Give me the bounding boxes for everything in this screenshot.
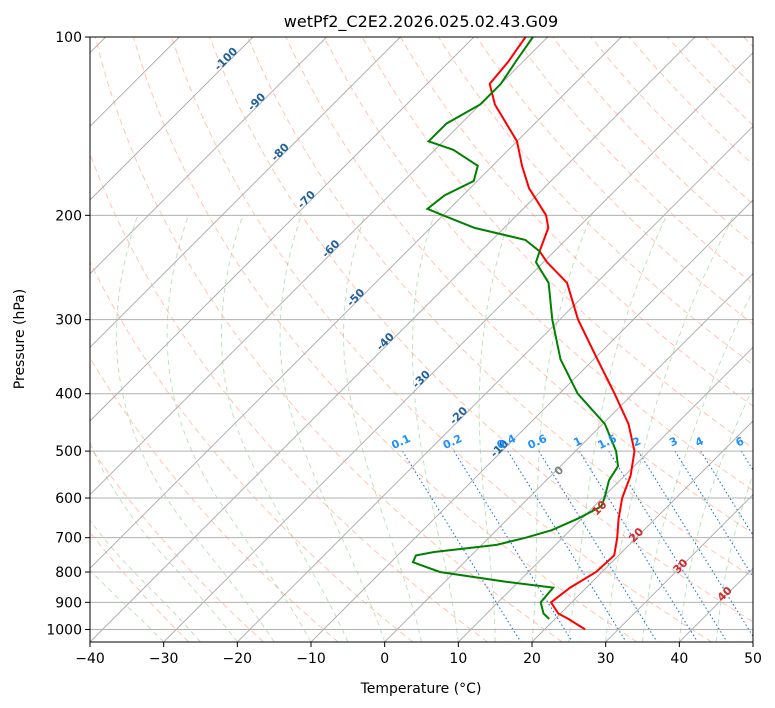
- moist-adiabat-line: [568, 215, 668, 642]
- moist-adiabat-line: [279, 215, 386, 642]
- x-tick-label: −10: [296, 651, 326, 667]
- dry-adiabat-line: [132, 37, 638, 642]
- dry-adiabat-line: [90, 260, 414, 642]
- moist-adiabat-line: [642, 289, 753, 642]
- mixing-ratio-line: [608, 450, 728, 642]
- moist-adiabat-line: [715, 473, 753, 642]
- y-tick-label: 900: [55, 595, 82, 611]
- isotherm-gridline: [90, 37, 696, 642]
- x-tick-label: 30: [597, 651, 615, 667]
- isotherm-gridline: [90, 37, 401, 349]
- x-tick-label: 0: [380, 651, 389, 667]
- y-tick-label: 500: [55, 444, 82, 460]
- mixing-ratio-line: [453, 450, 574, 642]
- y-tick-label: 400: [55, 387, 82, 403]
- y-tick-label: 600: [55, 491, 82, 507]
- y-tick-label: 700: [55, 531, 82, 547]
- chart-title: wetPf2_C2E2.2026.025.02.43.G09: [284, 12, 558, 32]
- moist-adiabat-line: [221, 215, 349, 642]
- isotherm-gridline: [90, 37, 254, 201]
- dry-adiabat-line: [514, 37, 753, 285]
- isotherm-gridline: [163, 51, 753, 642]
- x-tick-label: −40: [75, 651, 105, 667]
- dry-adiabat-line: [94, 37, 563, 642]
- dry-adiabat-line: [285, 37, 753, 535]
- x-axis-label: Temperature (°C): [360, 681, 482, 697]
- mixing-ratio-line: [538, 450, 658, 642]
- isotherm-gridline: [384, 272, 753, 642]
- y-tick-label: 800: [55, 565, 82, 581]
- x-tick-label: −30: [149, 651, 179, 667]
- y-tick-label: 100: [55, 30, 82, 46]
- y-tick-label: 300: [55, 313, 82, 329]
- moist-adiabat-line: [531, 215, 592, 642]
- x-tick-label: 10: [449, 651, 467, 667]
- x-tick-label: −20: [223, 651, 253, 667]
- moist-adiabat-line: [116, 215, 275, 642]
- y-axis-label: Pressure (hPa): [12, 289, 28, 389]
- dry-adiabat-line: [323, 37, 753, 491]
- plot-frame: [89, 36, 754, 643]
- isotherm-gridline: [90, 37, 475, 422]
- isotherm-gridline: [457, 346, 753, 642]
- isotherm-gridline: [310, 199, 753, 642]
- mixing-ratio-line: [401, 450, 522, 642]
- dry-adiabat-line: [171, 37, 712, 642]
- moist-adiabat-line: [678, 386, 753, 642]
- y-tick-label: 1000: [46, 622, 82, 638]
- dry-adiabat-line: [90, 446, 264, 642]
- mixing-ratio-line: [507, 450, 627, 642]
- moist-adiabat-line: [342, 215, 422, 642]
- moist-adiabat-line: [478, 215, 511, 642]
- isotherm-gridline: [605, 493, 753, 642]
- dry-adiabat-line: [476, 37, 753, 325]
- moist-adiabat-line: [90, 215, 238, 642]
- mixing-ratio-line: [578, 450, 699, 642]
- moist-adiabat-line: [412, 215, 459, 642]
- dry-adiabat-line: [90, 356, 339, 642]
- dry-adiabat-line: [209, 37, 753, 623]
- dewpoint-profile-line: [411, 37, 620, 620]
- isotherm-gridline: [90, 37, 622, 570]
- moist-adiabat-line: [166, 215, 312, 642]
- isotherm-gridline: [90, 37, 328, 275]
- x-tick-label: 40: [670, 651, 688, 667]
- x-tick-label: 20: [523, 651, 541, 667]
- dry-adiabat-line: [247, 37, 753, 578]
- mixing-ratio-line: [637, 450, 753, 638]
- isotherm-gridline: [531, 420, 753, 642]
- temperature-profile-line: [488, 37, 636, 631]
- y-tick-label: 200: [55, 208, 82, 224]
- isotherm-gridline: [90, 37, 549, 496]
- isotherm-gridline: [236, 125, 753, 642]
- x-tick-label: 50: [744, 651, 762, 667]
